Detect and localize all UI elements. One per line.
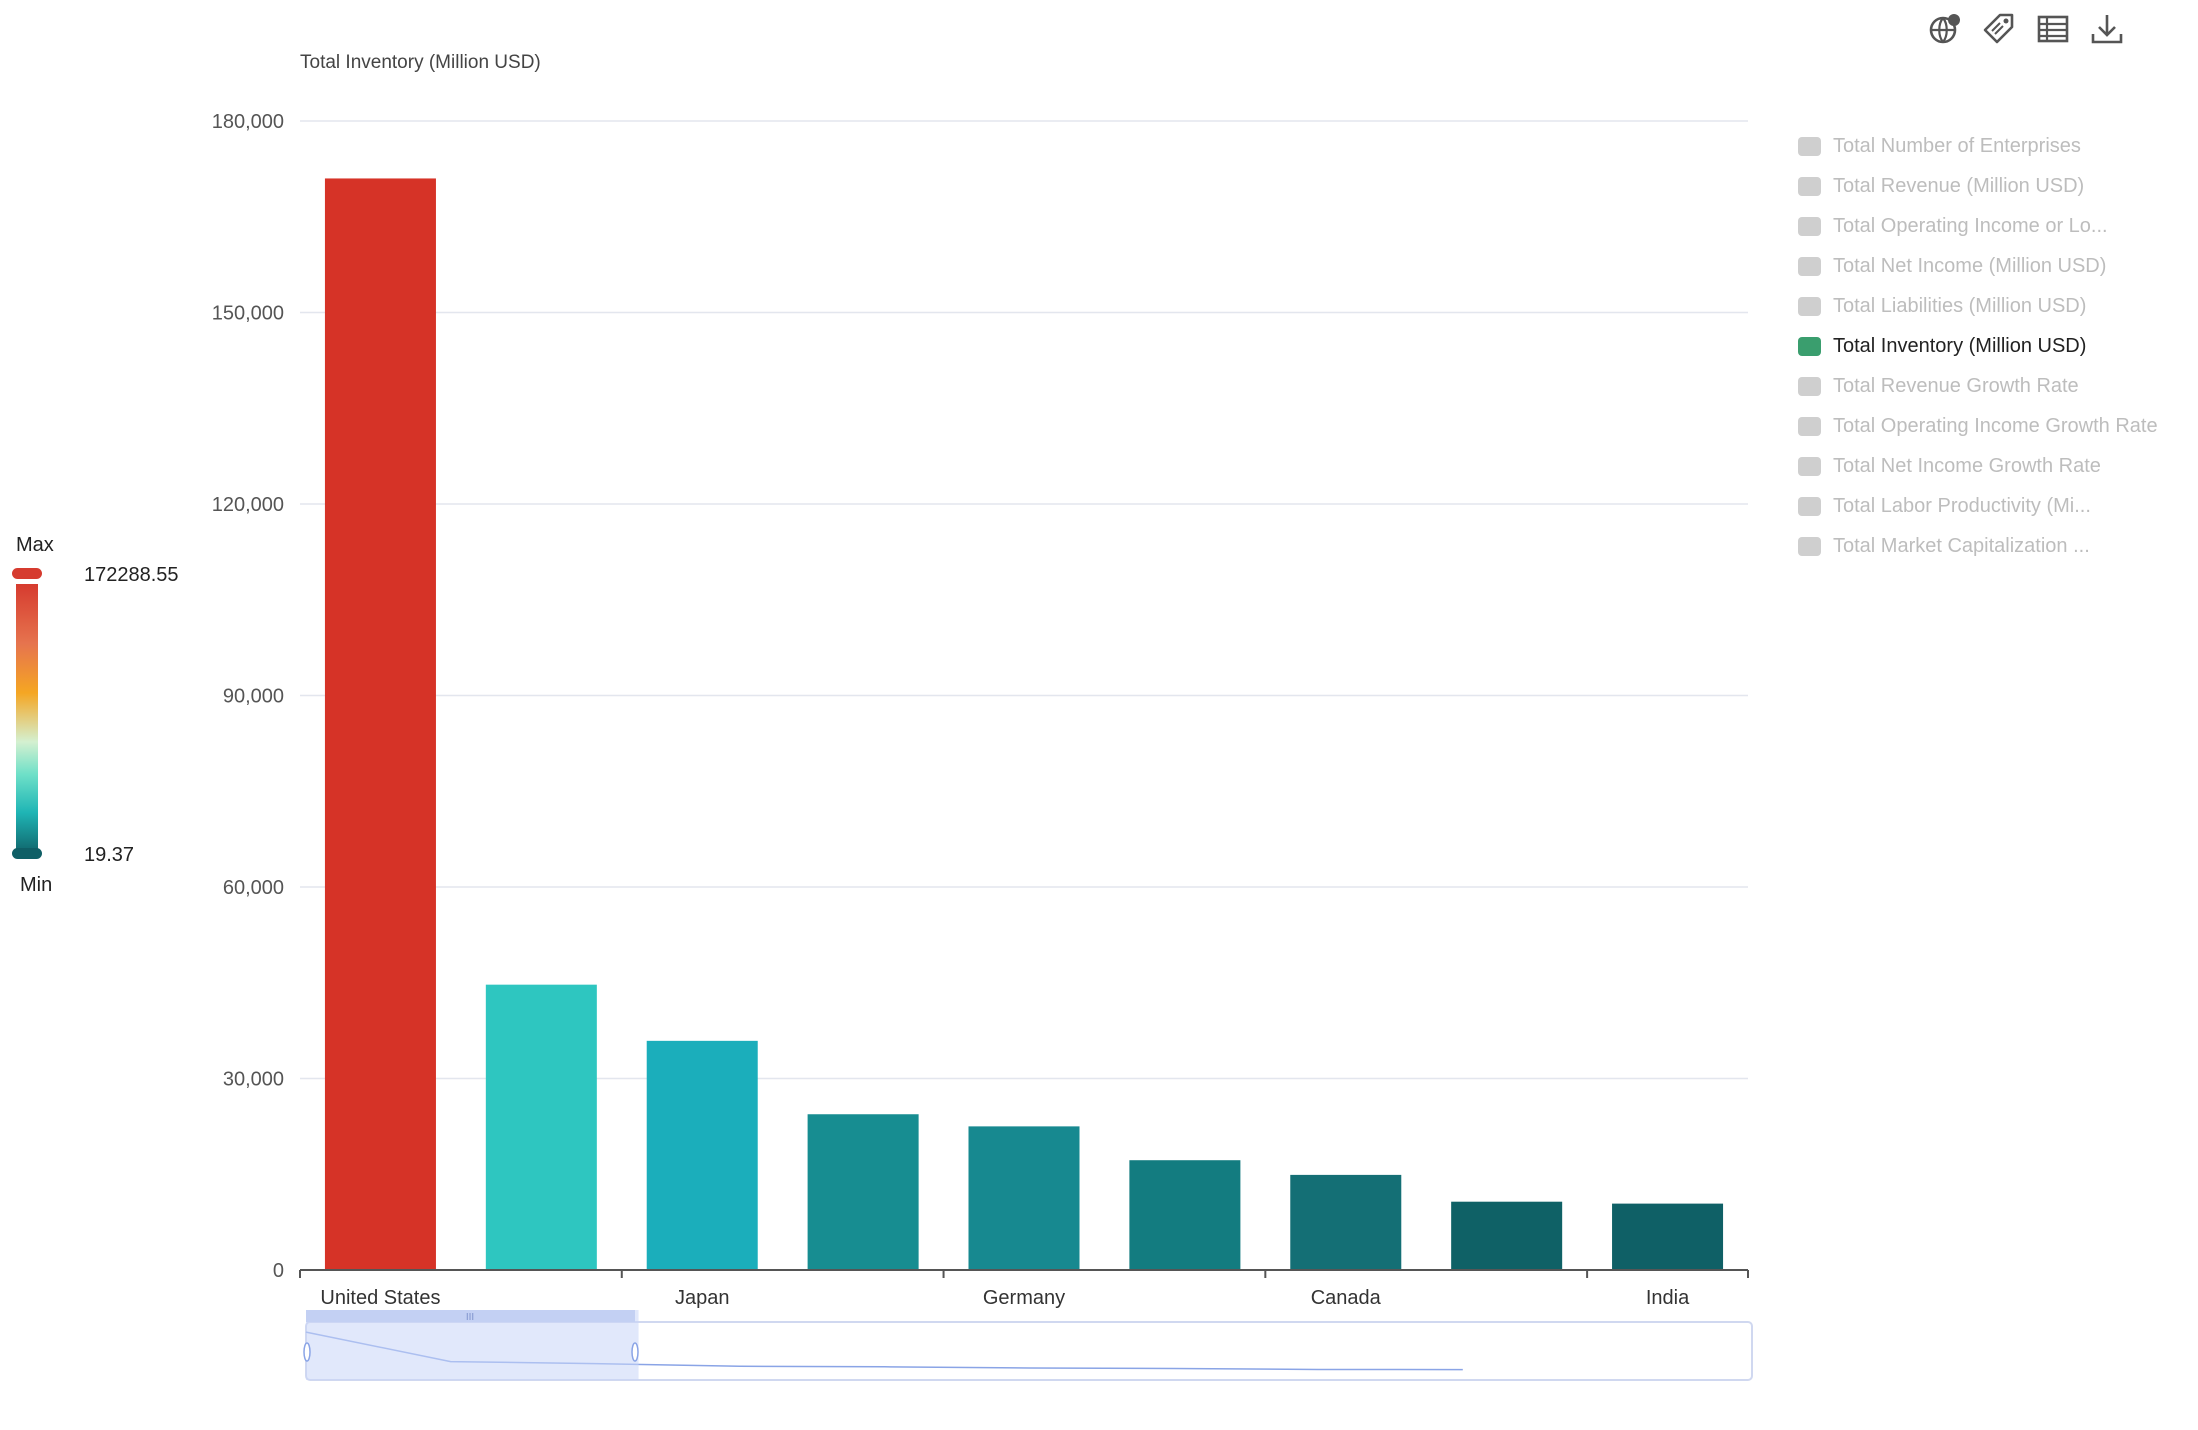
bar[interactable] [1129, 1160, 1241, 1270]
legend-label: Total Revenue Growth Rate [1833, 374, 2079, 397]
legend-item[interactable]: Total Inventory (Million USD) [1798, 326, 2158, 366]
visual-map-max-label: Max [16, 534, 54, 556]
legend-label: Total Labor Productivity (Mi... [1833, 494, 2091, 517]
bar[interactable] [1451, 1201, 1563, 1270]
data-zoom-left-handle[interactable] [303, 1342, 311, 1362]
y-tick-label: 120,000 [212, 494, 284, 516]
legend: Total Number of Enterprises Total Revenue… [1798, 126, 2158, 566]
legend-swatch [1798, 176, 1821, 196]
bar[interactable] [324, 178, 436, 1271]
y-tick-label: 30,000 [223, 1069, 284, 1091]
visual-map-min-label: Min [20, 874, 53, 896]
legend-item[interactable]: Total Operating Income or Lo... [1798, 206, 2158, 246]
legend-swatch [1798, 456, 1821, 476]
legend-label: Total Operating Income or Lo... [1833, 214, 2108, 237]
legend-swatch [1798, 416, 1821, 436]
y-tick-label: 0 [273, 1260, 284, 1282]
data-zoom-slider[interactable]: III [303, 1310, 1753, 1381]
legend-label: Total Revenue (Million USD) [1833, 174, 2085, 197]
legend-label: Total Operating Income Growth Rate [1833, 414, 2158, 437]
download-icon[interactable] [2090, 12, 2124, 46]
legend-item[interactable]: Total Net Income Growth Rate [1798, 446, 2158, 486]
legend-swatch [1798, 136, 1821, 156]
y-axis-title: Total Inventory (Million USD) [300, 52, 541, 73]
legend-label: Total Inventory (Million USD) [1833, 334, 2087, 357]
bar[interactable] [1612, 1203, 1724, 1270]
y-tick-label: 150,000 [212, 303, 284, 325]
x-tick-label: Japan [675, 1287, 730, 1309]
legend-item[interactable]: Total Labor Productivity (Mi... [1798, 486, 2158, 526]
y-tick-label: 60,000 [223, 877, 284, 899]
visual-map-max-value: 172288.55 [84, 564, 179, 586]
globe-icon[interactable] [1928, 12, 1962, 46]
visual-map: Max 172288.55 19.37 Min [0, 530, 200, 910]
legend-swatch [1798, 256, 1821, 276]
x-axis [299, 1269, 1749, 1278]
legend-swatch [1798, 296, 1821, 316]
legend-item[interactable]: Total Revenue (Million USD) [1798, 166, 2158, 206]
legend-label: Total Number of Enterprises [1833, 134, 2081, 157]
y-axis-ticks: 0 30,000 60,000 90,000 120,000 150,000 180,000 [212, 111, 284, 1282]
legend-item[interactable]: Total Number of Enterprises [1798, 126, 2158, 166]
bar[interactable] [646, 1040, 758, 1270]
x-tick-label: India [1646, 1287, 1690, 1309]
visual-map-max-handle[interactable] [12, 568, 42, 579]
data-zoom-grip-icon: III [466, 1312, 474, 1323]
chart-toolbar [1928, 12, 2124, 46]
x-tick-label: Germany [983, 1287, 1065, 1309]
legend-item[interactable]: Total Operating Income Growth Rate [1798, 406, 2158, 446]
legend-label: Total Liabilities (Million USD) [1833, 294, 2087, 317]
data-zoom-move-handle[interactable] [306, 1310, 635, 1322]
y-tick-label: 90,000 [223, 686, 284, 708]
bar[interactable] [1290, 1174, 1402, 1270]
bar[interactable] [807, 1114, 919, 1270]
bar[interactable] [485, 984, 597, 1270]
grid-lines [300, 120, 1748, 1080]
legend-swatch [1798, 376, 1821, 396]
table-icon[interactable] [2036, 12, 2070, 46]
y-tick-label: 180,000 [212, 111, 284, 133]
bars [324, 178, 1724, 1271]
visual-map-min-value: 19.37 [84, 844, 135, 866]
legend-item[interactable]: Total Market Capitalization ... [1798, 526, 2158, 566]
data-zoom-right-handle[interactable] [631, 1342, 639, 1362]
legend-item[interactable]: Total Revenue Growth Rate [1798, 366, 2158, 406]
tag-icon[interactable] [1982, 12, 2016, 46]
legend-item[interactable]: Total Liabilities (Million USD) [1798, 286, 2158, 326]
bar[interactable] [968, 1126, 1080, 1270]
x-axis-labels: United States Japan Germany Canada India [320, 1287, 1690, 1309]
visual-map-gradient-bar[interactable] [16, 584, 38, 856]
legend-swatch [1798, 496, 1821, 516]
x-tick-label: Canada [1311, 1287, 1382, 1309]
legend-item[interactable]: Total Net Income (Million USD) [1798, 246, 2158, 286]
legend-swatch [1798, 536, 1821, 556]
x-tick-label: United States [320, 1287, 440, 1309]
legend-swatch [1798, 216, 1821, 236]
visual-map-min-handle[interactable] [12, 848, 42, 859]
legend-label: Total Net Income (Million USD) [1833, 254, 2107, 277]
legend-label: Total Market Capitalization ... [1833, 534, 2090, 557]
legend-swatch [1798, 336, 1821, 356]
legend-label: Total Net Income Growth Rate [1833, 454, 2101, 477]
